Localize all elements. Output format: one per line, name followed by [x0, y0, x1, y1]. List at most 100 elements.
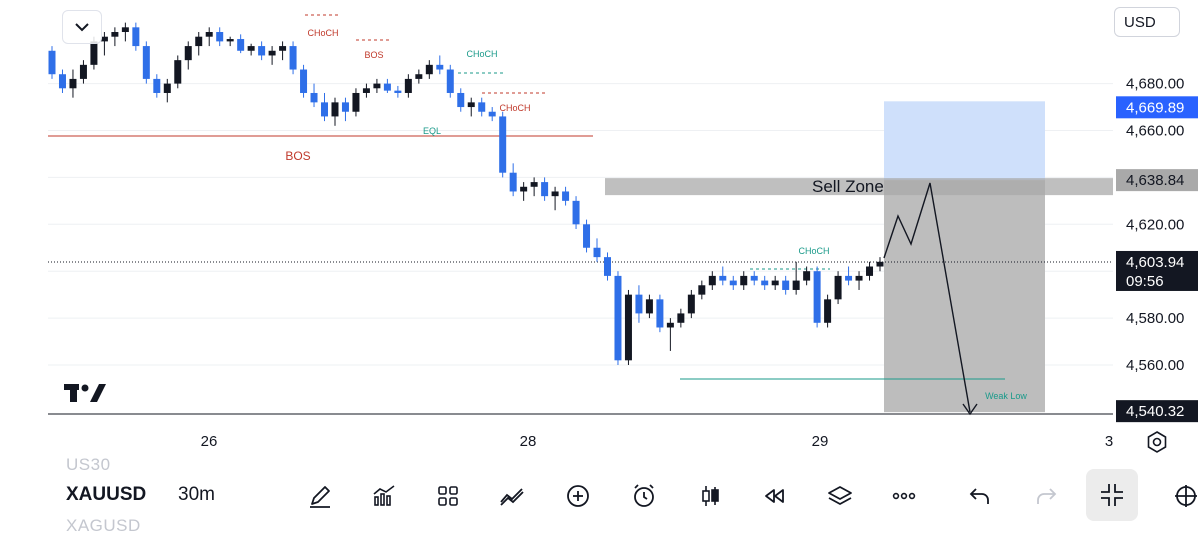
annotation-label: Weak Low [985, 391, 1027, 401]
candle [163, 78, 171, 103]
candle [687, 289, 695, 319]
chevron-down-icon [75, 23, 89, 32]
candle [803, 266, 811, 286]
layers-button[interactable] [822, 478, 858, 514]
candle [792, 261, 800, 295]
candle [645, 294, 653, 319]
x-tick-label: 29 [812, 433, 829, 450]
candle [499, 111, 507, 178]
fullscreen-exit-icon [1101, 484, 1123, 506]
add-button[interactable] [560, 478, 596, 514]
candle [195, 32, 203, 56]
annotations: CHoCH BOS CHoCH CHoCH EQL BOS CHoCH Weak Low [285, 28, 1027, 401]
candle [58, 69, 66, 93]
x-tick-label: 26 [201, 433, 218, 450]
symbol-name[interactable]: XAUUSD [66, 484, 147, 505]
candle [488, 107, 496, 122]
indicators-icon [373, 485, 395, 506]
compare-button[interactable] [494, 478, 530, 514]
layout-grid-icon [438, 486, 458, 506]
price-label: 4,540.32 [1116, 400, 1198, 423]
candle [866, 261, 874, 281]
candle [247, 43, 255, 56]
replay-button[interactable] [756, 478, 792, 514]
candle [352, 88, 360, 117]
redo-button[interactable] [1028, 478, 1064, 514]
symbol-next[interactable]: XAGUSD [66, 516, 141, 535]
bar-style-button[interactable] [692, 478, 728, 514]
candle [404, 74, 412, 98]
candle [279, 41, 287, 61]
price-label: 4,638.84 [1116, 169, 1198, 192]
candle [603, 252, 611, 281]
candle [771, 275, 779, 290]
settings-icon [1147, 431, 1167, 453]
candle [635, 285, 643, 323]
annotation-label: BOS [285, 149, 310, 163]
tradingview-logo [64, 382, 106, 409]
candle [708, 271, 716, 290]
price-label-text: 4,540.32 [1126, 403, 1184, 420]
risk-zone [884, 180, 1045, 413]
collapse-button[interactable] [62, 10, 102, 44]
candle [541, 177, 549, 201]
candle [876, 257, 884, 272]
chart-grid [48, 83, 1113, 366]
candle [300, 64, 308, 98]
price-label-text: 4,669.89 [1126, 99, 1184, 116]
candle [446, 64, 454, 98]
bar-style-icon [702, 486, 719, 506]
candle [729, 275, 737, 290]
settings-button[interactable] [1145, 430, 1169, 459]
annotation-label: CHoCH [499, 103, 530, 113]
candle [174, 55, 182, 89]
target-zone [884, 101, 1045, 181]
currency-label: USD [1124, 13, 1156, 31]
draw-tool-button[interactable] [302, 478, 338, 514]
candle [666, 318, 674, 351]
candle [750, 271, 758, 286]
candle [551, 186, 559, 211]
alert-icon [634, 484, 654, 507]
candle [509, 163, 517, 197]
interval-selector[interactable]: 30m [178, 484, 215, 505]
candle [216, 27, 224, 47]
countdown-text: 09:56 [1126, 273, 1164, 290]
candle [321, 92, 329, 122]
y-tick-label: 4,620.00 [1126, 216, 1184, 233]
indicators-button[interactable] [366, 478, 402, 514]
candle [834, 271, 842, 305]
projection-path [883, 182, 971, 413]
candle [436, 55, 444, 75]
add-icon [567, 485, 589, 507]
candle [614, 271, 622, 365]
layout-button[interactable] [430, 478, 466, 514]
candle [100, 32, 108, 56]
more-button[interactable] [886, 478, 922, 514]
more-icon [892, 492, 916, 500]
candle [121, 22, 129, 42]
undo-icon [969, 488, 989, 504]
y-axis: 4,680.00 4,660.00 4,620.00 4,580.00 4,560.00 [1126, 76, 1184, 374]
candle [457, 88, 465, 112]
candle [142, 41, 150, 84]
annotation-label: EQL [423, 126, 441, 136]
symbol-previous[interactable]: US30 [66, 455, 111, 474]
annotation-label: BOS [364, 50, 383, 60]
price-labels: 4,669.89 4,638.84 4,603.94 09:56 4,540.32 [1116, 96, 1198, 423]
crosshair-button[interactable] [1168, 478, 1200, 514]
undo-button[interactable] [962, 478, 998, 514]
structure-markers [305, 14, 830, 270]
candle [583, 219, 591, 253]
price-label: 4,603.94 09:56 [1116, 250, 1198, 291]
annotation-label: CHoCH [307, 28, 338, 38]
candle [593, 238, 601, 262]
fullscreen-exit-button[interactable] [1086, 469, 1138, 521]
currency-selector[interactable]: USD [1114, 7, 1180, 37]
candle [624, 289, 632, 365]
candle [79, 60, 87, 84]
candle [824, 294, 832, 328]
annotation-label: CHoCH [466, 49, 497, 59]
alert-button[interactable] [626, 478, 662, 514]
